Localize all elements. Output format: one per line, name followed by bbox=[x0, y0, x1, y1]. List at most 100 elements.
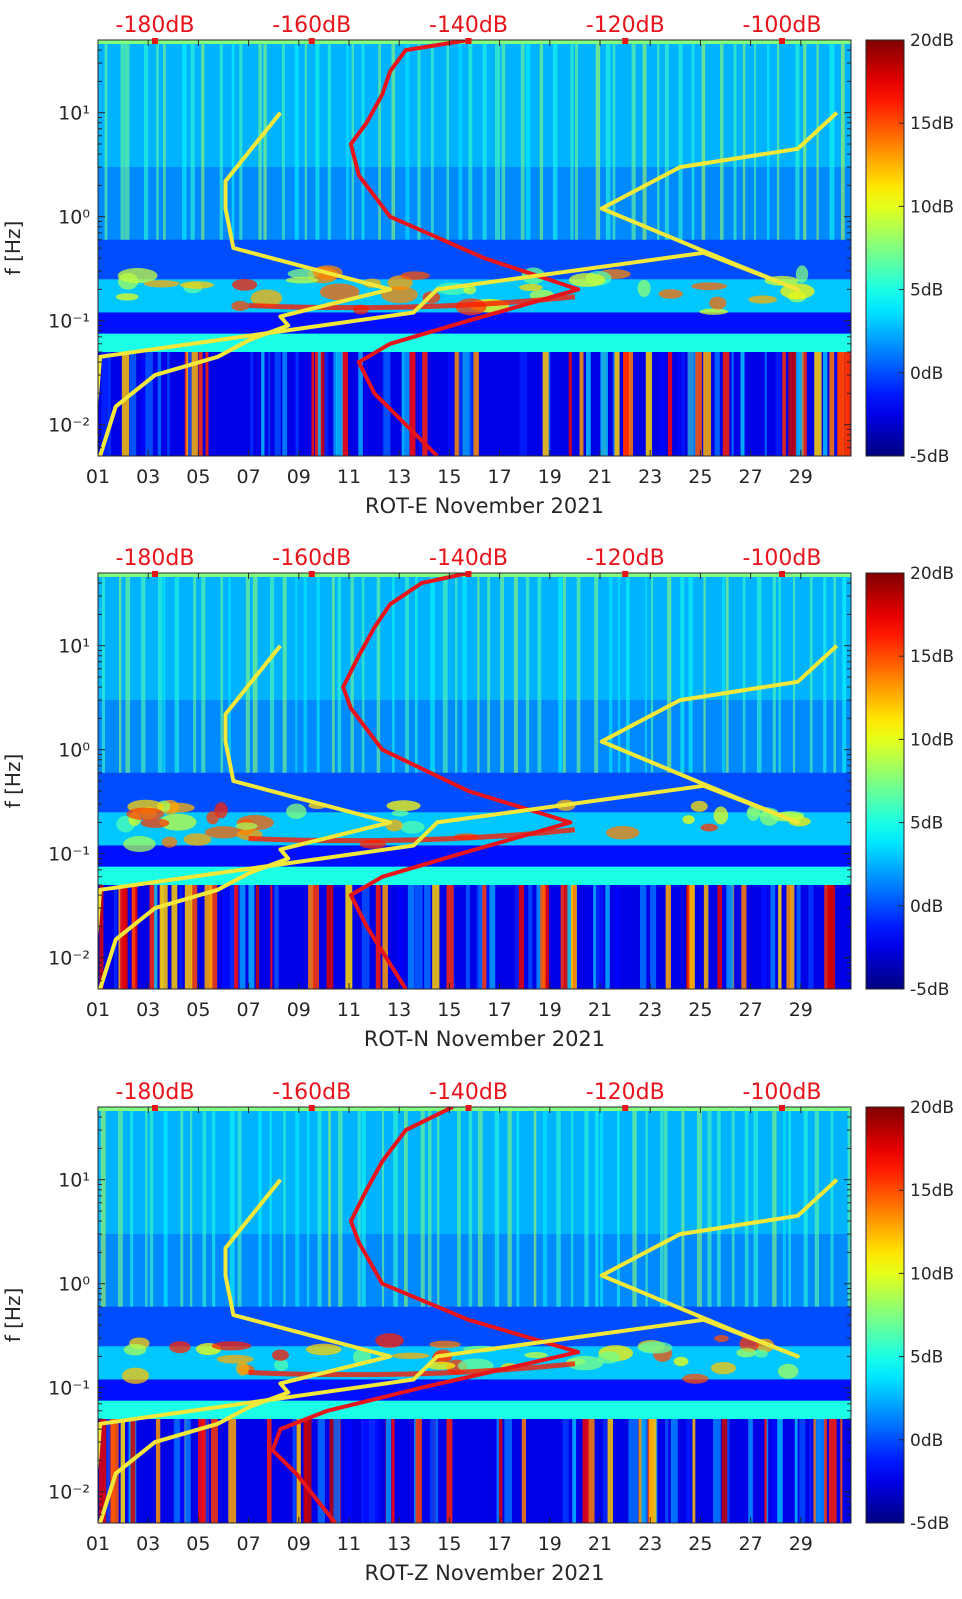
x-axis-label: ROT-Z November 2021 bbox=[364, 1561, 604, 1585]
colorbar bbox=[865, 1106, 905, 1524]
colorbar-tick-label: 0dB bbox=[910, 897, 943, 917]
spectrogram-image bbox=[98, 40, 851, 456]
db-tick-label: -100dB bbox=[743, 13, 822, 38]
x-tick-label: 01 bbox=[86, 1533, 110, 1555]
db-tick-label: -120dB bbox=[586, 13, 665, 38]
colorbar-tick-label: 20dB bbox=[910, 564, 954, 584]
y-axis-label: f [Hz] bbox=[1, 1288, 25, 1343]
colorbar-tick-label: 20dB bbox=[910, 31, 954, 51]
colorbar-tick-label: -5dB bbox=[910, 447, 949, 467]
x-tick-label: 13 bbox=[387, 1533, 411, 1555]
x-tick-label: 25 bbox=[688, 466, 712, 488]
x-tick-label: 17 bbox=[488, 1533, 512, 1555]
colorbar-tick-label: -5dB bbox=[910, 980, 949, 1000]
x-tick-label: 01 bbox=[86, 466, 110, 488]
colorbar bbox=[865, 572, 905, 990]
x-tick-label: 27 bbox=[739, 466, 763, 488]
y-axis-label: f [Hz] bbox=[1, 221, 25, 276]
psd-curve bbox=[270, 1107, 581, 1523]
x-tick-label: 11 bbox=[337, 999, 361, 1021]
db-tick-label: -140dB bbox=[429, 546, 508, 571]
colorbar-tick-label: -5dB bbox=[910, 1514, 949, 1534]
x-axis-label: ROT-N November 2021 bbox=[364, 1027, 605, 1051]
db-tick-label: -140dB bbox=[429, 13, 508, 38]
colorbar-tick-label: 15dB bbox=[910, 114, 954, 134]
x-tick-label: 07 bbox=[237, 999, 261, 1021]
db-tick-label: -100dB bbox=[743, 1080, 822, 1105]
colorbar-tick-label: 15dB bbox=[910, 647, 954, 667]
x-tick-label: 29 bbox=[789, 999, 813, 1021]
x-tick-label: 09 bbox=[287, 999, 311, 1021]
x-tick-label: 25 bbox=[688, 1533, 712, 1555]
db-tick-label: -160dB bbox=[272, 13, 351, 38]
y-tick-label: 10¹ bbox=[58, 103, 90, 125]
y-tick-label: 10⁰ bbox=[58, 207, 90, 229]
x-tick-label: 23 bbox=[638, 466, 662, 488]
y-tick-label: 10⁻² bbox=[48, 1482, 90, 1504]
colorbar-tick-label: 20dB bbox=[910, 1098, 954, 1118]
noise-model-curve-2 bbox=[98, 644, 839, 943]
x-tick-label: 05 bbox=[186, 999, 210, 1021]
colorbar-tick-label: 5dB bbox=[910, 814, 943, 834]
y-tick-label: 10⁻¹ bbox=[48, 1378, 90, 1400]
x-tick-label: 21 bbox=[588, 466, 612, 488]
colorbar-tick-label: 0dB bbox=[910, 364, 943, 384]
x-tick-label: 15 bbox=[437, 466, 461, 488]
x-tick-label: 19 bbox=[538, 1533, 562, 1555]
x-tick-label: 03 bbox=[136, 1533, 160, 1555]
spectrogram-panel-2: 01 03 05 07 09 11 13 15 17 19 21 23 25 27 29 10⁻² 10⁻¹ 10… bbox=[1, 546, 954, 1051]
db-tick-label: -160dB bbox=[272, 1080, 351, 1105]
x-tick-label: 01 bbox=[86, 999, 110, 1021]
x-tick-label: 15 bbox=[437, 1533, 461, 1555]
noise-model-curve-2 bbox=[98, 1178, 839, 1477]
x-tick-label: 23 bbox=[638, 999, 662, 1021]
spectrogram-panel-3: 01 03 05 07 09 11 13 15 17 19 21 23 25 27 29 10⁻² 10⁻¹ 10… bbox=[1, 1080, 954, 1585]
x-tick-label: 19 bbox=[538, 999, 562, 1021]
x-tick-label: 09 bbox=[287, 1533, 311, 1555]
colorbar-tick-label: 15dB bbox=[910, 1181, 954, 1201]
x-tick-label: 05 bbox=[186, 466, 210, 488]
x-tick-label: 05 bbox=[186, 1533, 210, 1555]
x-tick-label: 29 bbox=[789, 1533, 813, 1555]
noise-model-curve-1 bbox=[98, 111, 393, 456]
x-tick-label: 03 bbox=[136, 999, 160, 1021]
psd-curve bbox=[348, 40, 581, 456]
colorbar-tick-label: 0dB bbox=[910, 1431, 943, 1451]
y-axis-label: f [Hz] bbox=[1, 754, 25, 809]
x-tick-label: 19 bbox=[538, 466, 562, 488]
db-tick-label: -120dB bbox=[586, 546, 665, 571]
x-tick-label: 17 bbox=[488, 466, 512, 488]
y-tick-label: 10⁻² bbox=[48, 948, 90, 970]
y-tick-label: 10⁻¹ bbox=[48, 844, 90, 866]
noise-model-curve-1 bbox=[98, 644, 393, 989]
noise-model-curve-1 bbox=[98, 1178, 393, 1523]
x-tick-label: 17 bbox=[488, 999, 512, 1021]
noise-model-curve-2 bbox=[98, 111, 839, 410]
x-tick-label: 11 bbox=[337, 1533, 361, 1555]
db-tick-label: -180dB bbox=[116, 1080, 195, 1105]
colorbar-tick-label: 5dB bbox=[910, 1348, 943, 1368]
colorbar bbox=[865, 39, 905, 457]
x-tick-label: 27 bbox=[739, 1533, 763, 1555]
y-tick-label: 10¹ bbox=[58, 636, 90, 658]
colorbar-tick-label: 10dB bbox=[910, 197, 954, 217]
x-tick-label: 23 bbox=[638, 1533, 662, 1555]
x-tick-label: 25 bbox=[688, 999, 712, 1021]
db-tick-label: -180dB bbox=[116, 13, 195, 38]
x-tick-label: 07 bbox=[237, 466, 261, 488]
x-tick-label: 03 bbox=[136, 466, 160, 488]
colorbar-tick-label: 10dB bbox=[910, 730, 954, 750]
y-tick-label: 10⁻² bbox=[48, 415, 90, 437]
x-tick-label: 13 bbox=[387, 466, 411, 488]
db-tick-label: -160dB bbox=[272, 546, 351, 571]
spectrogram-panel-1: 01 03 05 07 09 11 13 15 17 19 21 23 25 27 29 10⁻² 10⁻¹ 10… bbox=[1, 13, 954, 518]
x-tick-label: 21 bbox=[588, 1533, 612, 1555]
x-tick-label: 11 bbox=[337, 466, 361, 488]
y-tick-label: 10⁻¹ bbox=[48, 311, 90, 333]
colorbar-tick-label: 5dB bbox=[910, 281, 943, 301]
psd-curve bbox=[341, 573, 573, 989]
x-tick-label: 07 bbox=[237, 1533, 261, 1555]
db-tick-label: -120dB bbox=[586, 1080, 665, 1105]
x-axis-label: ROT-E November 2021 bbox=[365, 494, 604, 518]
